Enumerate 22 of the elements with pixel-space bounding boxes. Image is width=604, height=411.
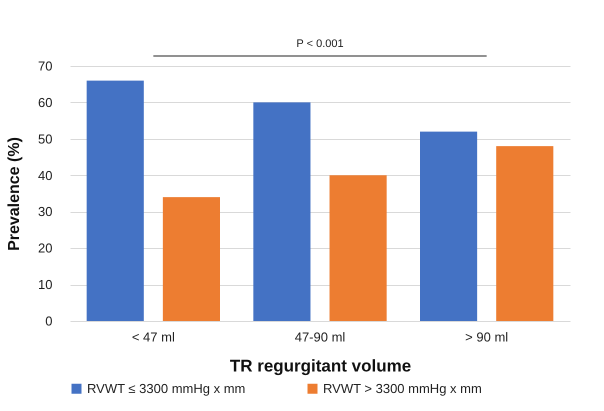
bar [330,175,387,321]
y-tick-label: 10 [38,277,52,292]
bar [162,197,220,321]
text: P < 0.001 [296,38,344,50]
y-tick-label: 40 [38,168,52,183]
legend-label: RVWT > 3300 mmHg x mm [323,380,482,396]
bar [86,80,144,321]
x-tick-label: < 47 ml [132,330,175,344]
bar [253,102,310,321]
y-tick-label: 60 [38,94,52,110]
legend-label: RVWT ≤ 3300 mmHg x mm [87,380,246,396]
y-axis-title: Prevalence (%) [6,137,24,251]
y-tick-label: 50 [38,131,52,146]
y-tick-label: 70 [38,58,52,74]
y-tick-label: 20 [38,240,52,256]
bar [496,146,554,321]
y-tick-label: 0 [45,314,52,328]
y-tick-label: 30 [38,204,52,220]
bar [420,132,478,321]
x-tick-label: > 90 ml [465,330,508,344]
x-tick-label: 47-90 ml [294,330,346,344]
x-axis-title: TR regurgitant volume [230,356,412,376]
